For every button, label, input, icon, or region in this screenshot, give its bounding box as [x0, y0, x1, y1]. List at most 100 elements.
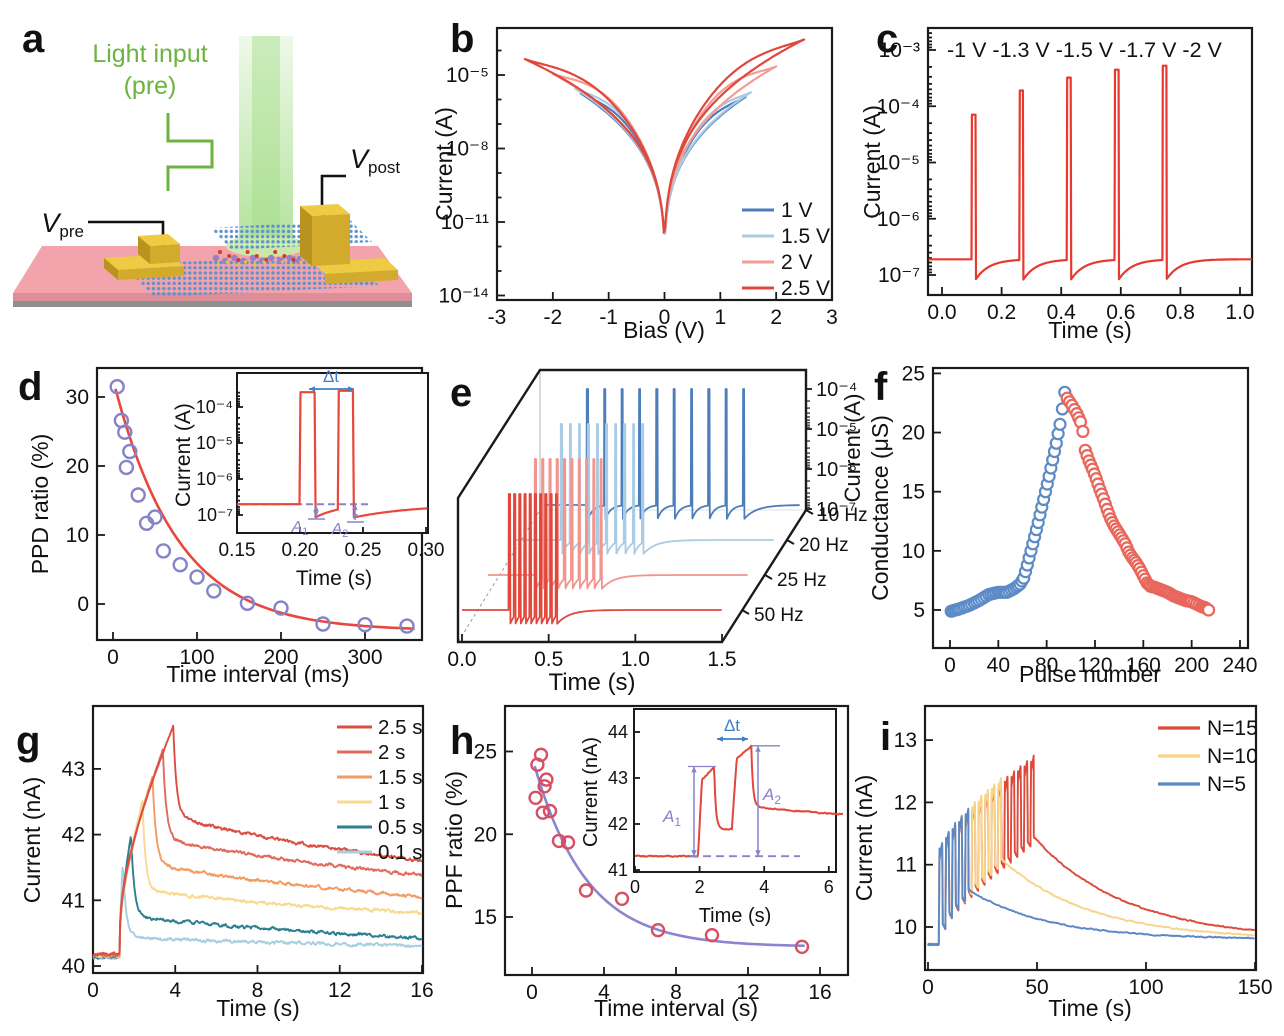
b-x-tick: 3	[826, 306, 838, 329]
i-x-tick: 50	[1025, 976, 1048, 999]
d-y-tick: 30	[66, 386, 89, 409]
f-x-tick: 0	[944, 654, 956, 677]
e-row-label: 50 Hz	[754, 605, 804, 626]
panel-letter-d: d	[18, 365, 42, 409]
e-zlabel: Current (A)	[840, 394, 865, 503]
data-point	[109, 379, 125, 395]
e-x-tick: 1.5	[707, 648, 736, 671]
f-y-tick: 25	[902, 362, 925, 385]
h-y-tick: 20	[474, 823, 497, 846]
data-curve	[236, 389, 428, 519]
i-y-tick: 11	[895, 854, 917, 877]
i-x-tick: 100	[1128, 976, 1163, 999]
panel-f: 0 40 80 120 160 200 240 5 10 15 20 25 Pulse number Co…	[867, 362, 1258, 687]
d-y-tick: 20	[66, 455, 89, 478]
d-inset-y-tick: 10⁻⁵	[196, 433, 233, 453]
light-input-label: Light input	[92, 40, 207, 68]
f-x-tick: 240	[1222, 654, 1257, 677]
b-y-tick: 10⁻¹¹	[441, 211, 489, 234]
data-point	[1053, 417, 1067, 431]
c-x-tick: 0.6	[1106, 301, 1135, 324]
data-point	[650, 923, 666, 938]
panel-letter-e: e	[450, 371, 472, 415]
f-x-tick: 120	[1077, 654, 1112, 677]
data-point	[539, 772, 554, 787]
data-curve	[927, 807, 1255, 947]
panel-letter-f: f	[874, 365, 888, 409]
d-inset-x-tick: 0.20	[282, 540, 319, 561]
d-inset-x-tick: 0.25	[345, 540, 382, 561]
legend-label: 1 s	[378, 791, 405, 814]
e-xlabel: Time (s)	[548, 669, 635, 696]
d-x-tick: 300	[347, 646, 382, 669]
data-point	[560, 835, 576, 850]
data-curve	[513, 423, 775, 555]
i-x-tick: 150	[1237, 976, 1272, 999]
h-inset-xlabel: Time (s)	[699, 905, 772, 927]
data-curve	[92, 800, 423, 960]
c-xlabel: Time (s)	[1048, 317, 1131, 343]
h-inset-y-tick: 41	[608, 860, 628, 880]
g-x-tick: 4	[169, 979, 181, 1002]
c-x-tick: 0.0	[927, 301, 956, 324]
panel-letter: a	[22, 17, 45, 61]
plot-frame	[923, 704, 1258, 972]
h-inset-y-tick: 44	[608, 722, 628, 742]
f-x-tick: 40	[987, 654, 1010, 677]
b-ylabel: Current (A)	[431, 107, 457, 221]
data-point	[147, 509, 163, 525]
data-curve	[523, 38, 806, 234]
data-point	[239, 595, 256, 611]
d-x-tick: 100	[179, 646, 214, 669]
c-y-tick: 10⁻³	[879, 39, 920, 62]
b-xlabel: Bias (V)	[623, 317, 705, 343]
h-inset-y-tick: 43	[608, 768, 628, 788]
data-curve	[114, 388, 415, 630]
f-y-tick: 10	[902, 540, 925, 563]
data-point	[399, 618, 415, 634]
d-y-tick: 10	[66, 524, 89, 547]
e-z-tick: 10⁻⁴	[816, 379, 857, 401]
d-inset-y-tick: 10⁻⁷	[197, 505, 233, 525]
f-y-tick: 15	[902, 481, 925, 504]
h-inset-y-tick: 42	[608, 814, 628, 834]
e-row-label: 10 Hz	[818, 505, 868, 526]
panel-letter-c: c	[876, 17, 898, 61]
g-xlabel: Time (s)	[216, 995, 299, 1021]
panel-g: 0 4 8 12 16 40 41 42 43 Time (s) Current (nA)	[19, 704, 434, 1021]
panel-b: -3 -2 -1 0 1 2 3 10⁻⁵ 10⁻⁸ 10⁻¹¹ 10⁻¹⁴ Bias (V) Curr…	[431, 26, 838, 343]
e-x-tick: 0.0	[447, 648, 476, 671]
data-curve	[634, 744, 844, 858]
panel-letter: i	[880, 715, 891, 759]
data-point	[1076, 424, 1090, 438]
data-point	[155, 543, 172, 559]
data-point	[357, 617, 373, 633]
b-x-tick: 1	[714, 306, 726, 329]
h-x-tick: 8	[670, 981, 682, 1004]
panel-e: 0.0 0.5 1.0 1.5 Time (s) 10⁻⁴ 10⁻⁵ 10⁻⁶ 10⁻⁷Curr…	[447, 368, 868, 696]
d-x-tick: 200	[263, 646, 298, 669]
d-xlabel: Time interval (ms)	[166, 661, 349, 687]
panel-i-legend: N=15 N=10 N=5	[1158, 717, 1258, 796]
legend-label: 2 V	[781, 251, 813, 274]
h-y-tick: 15	[474, 906, 497, 929]
i-x-tick: 0	[922, 976, 934, 999]
legend-label: 2 s	[378, 741, 405, 764]
h-inset-x-tick: 6	[824, 877, 834, 897]
h-x-tick: 0	[526, 981, 538, 1004]
data-curve	[92, 866, 423, 961]
legend-label: N=5	[1207, 773, 1246, 796]
c-ylabel: Current (A)	[859, 105, 885, 219]
h-inset-a1-label: A1	[662, 807, 681, 829]
e-x-tick: 0.5	[534, 648, 563, 671]
d-inset-dt-label: Δt	[323, 367, 339, 386]
legend-label: 0.1 s	[378, 841, 422, 864]
data-curve	[92, 836, 423, 960]
c-x-tick: 0.8	[1166, 301, 1195, 324]
data-curve	[461, 493, 723, 625]
c-y-tick: 10⁻⁶	[877, 208, 920, 231]
panel-letter: h	[450, 719, 474, 763]
c-y-tick: 10⁻⁴	[877, 95, 920, 118]
